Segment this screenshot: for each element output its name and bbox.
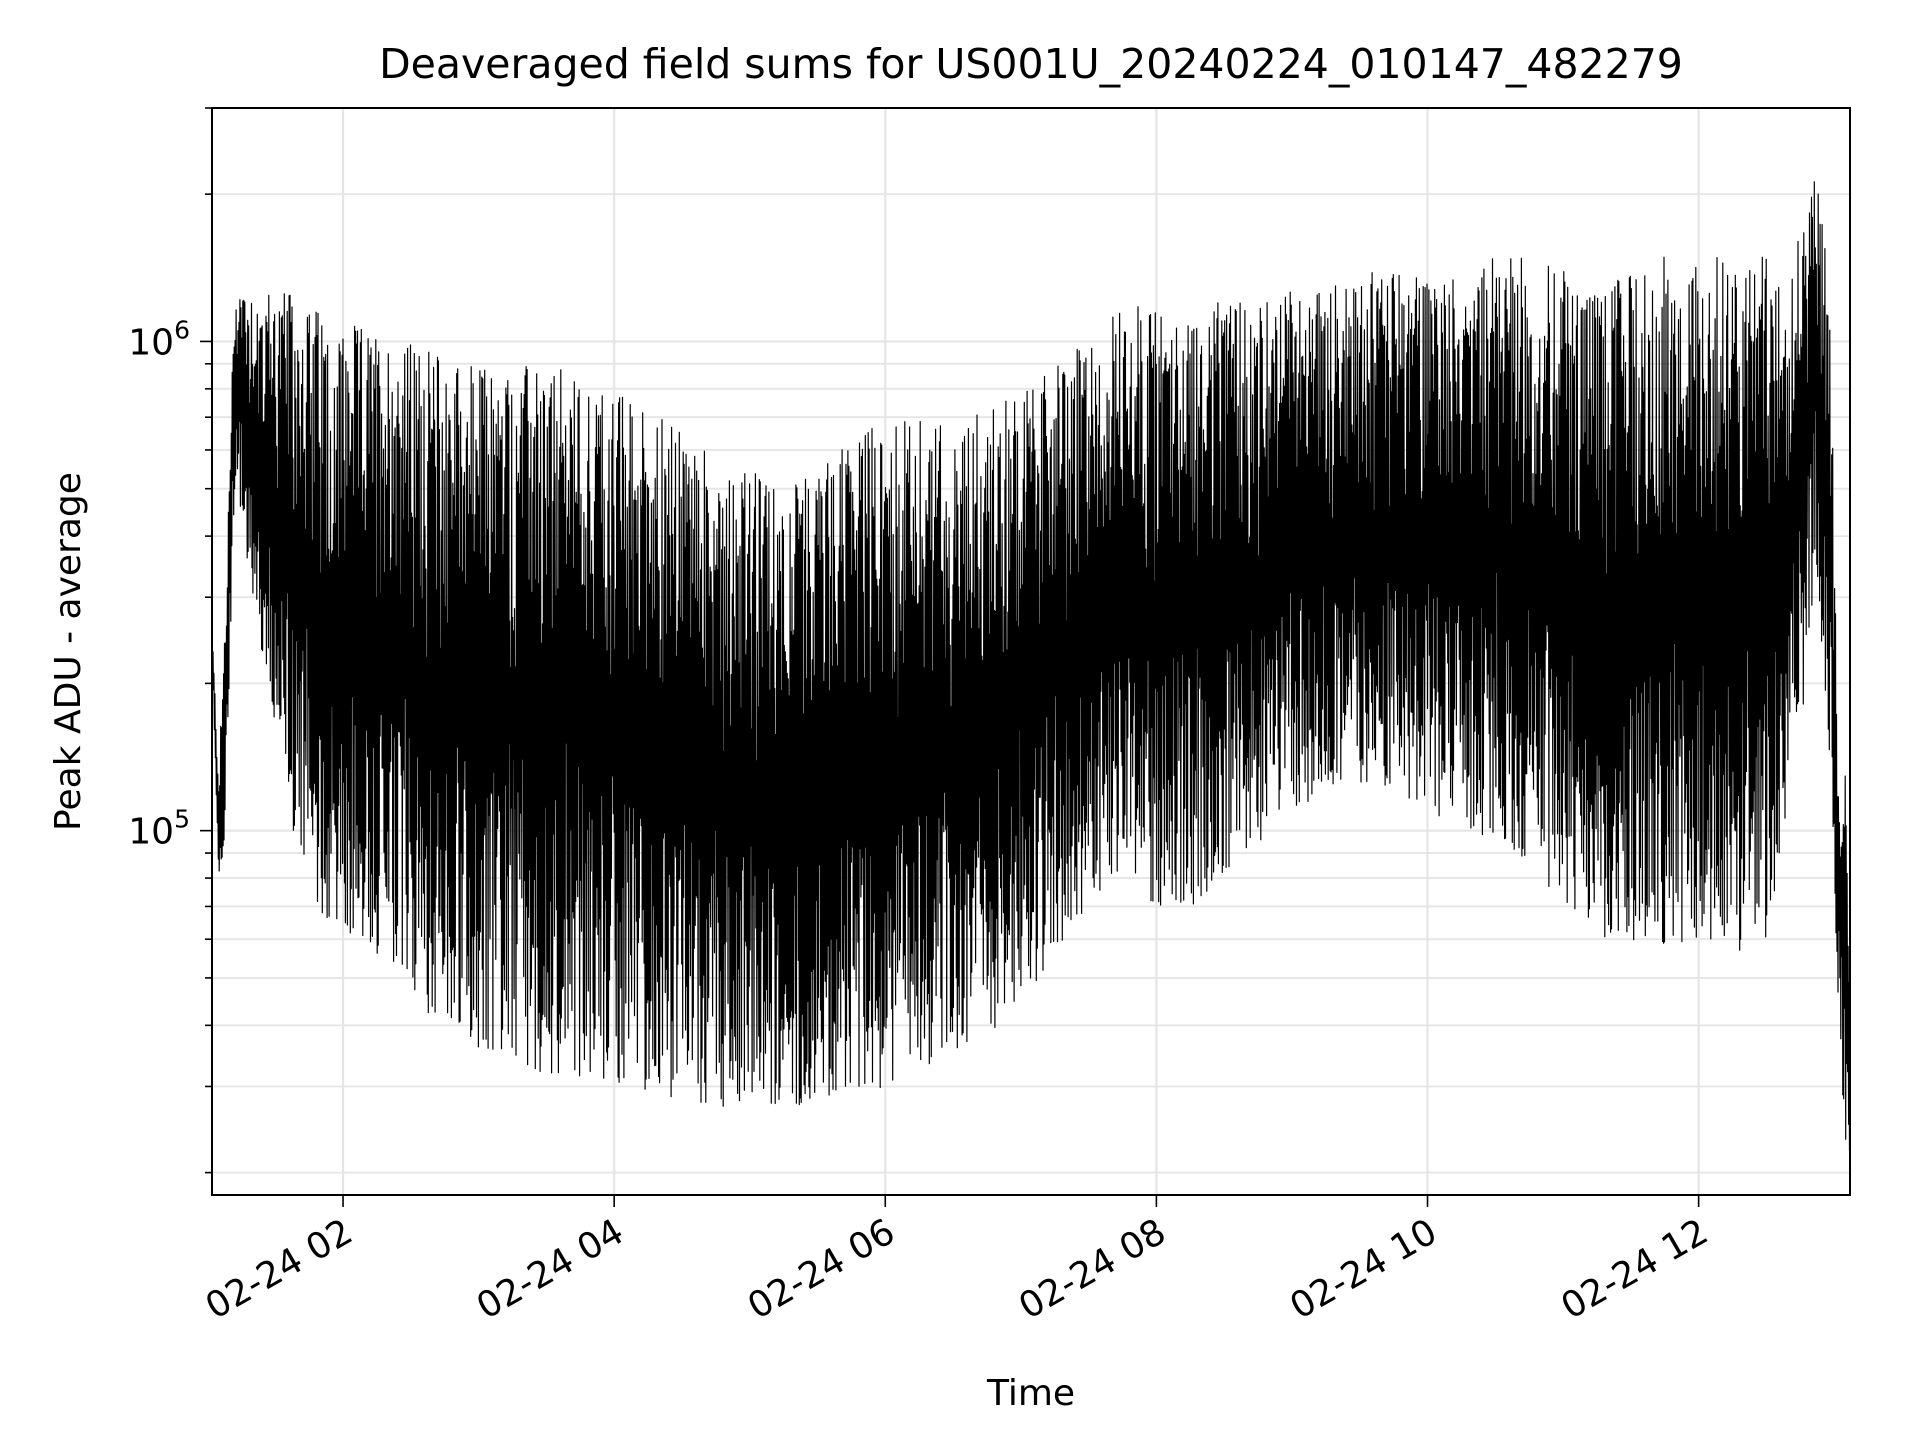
- y-axis-label: Peak ADU - average: [48, 472, 89, 831]
- y-tick-label: 105: [128, 805, 190, 853]
- data-layer: [212, 181, 1850, 1152]
- chart-title: Deaveraged field sums for US001U_2024022…: [379, 40, 1683, 88]
- x-axis-label: Time: [986, 1373, 1075, 1414]
- plot-frame: [211, 107, 1851, 1196]
- y-tick-label: 106: [128, 315, 190, 363]
- series-line: [212, 181, 1850, 1152]
